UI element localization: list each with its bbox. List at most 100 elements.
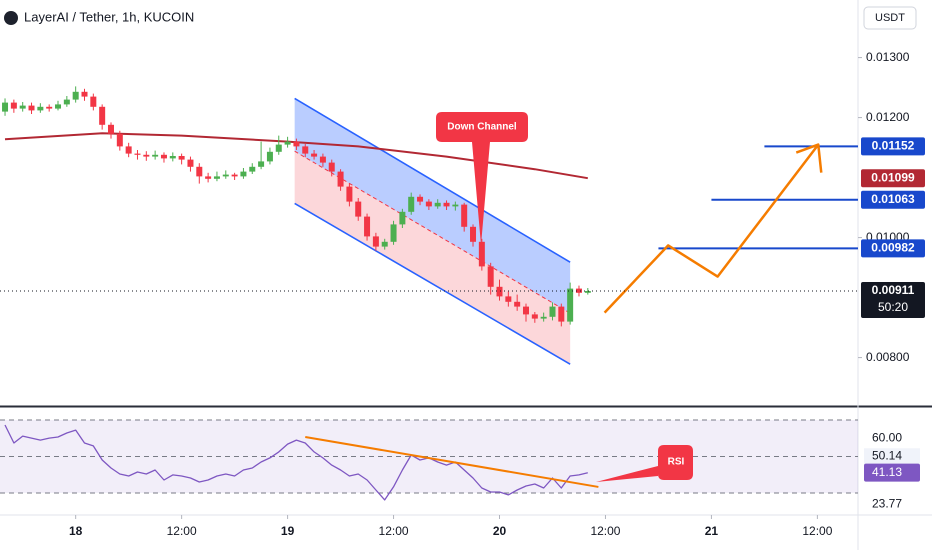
candle-body (249, 166, 256, 172)
y-tick-label: 0.00800 (866, 350, 910, 364)
candle-body (443, 202, 450, 207)
callout-text: RSI (668, 457, 685, 468)
x-tick-label: 18 (69, 524, 83, 538)
level-badge-box (861, 137, 925, 156)
candle-body (63, 99, 70, 105)
level-badge: 0.00982 (871, 241, 915, 255)
candle-body (275, 144, 282, 152)
candle-body (514, 301, 521, 307)
candle-body (293, 141, 300, 147)
candle-body (531, 314, 538, 319)
candle-body (169, 156, 176, 159)
candle-body (2, 102, 9, 112)
channel-lower (294, 202, 571, 365)
candle-body (487, 266, 494, 287)
candle-body (346, 186, 353, 202)
candle-body (37, 106, 44, 111)
x-tick-label: 12:00 (802, 524, 832, 538)
candle-body (125, 146, 132, 154)
candle-body (116, 133, 123, 147)
ma-badge-box (861, 169, 925, 188)
rsi-tick-label: 60.00 (872, 430, 902, 444)
candle-body (425, 201, 432, 207)
candle-body (266, 151, 273, 162)
candle-body (10, 102, 17, 109)
x-tick-label: 12:00 (167, 524, 197, 538)
candle-body (522, 306, 529, 315)
candle-body (55, 104, 62, 109)
level-badge-box (861, 239, 925, 258)
candle-body (107, 124, 114, 134)
candle-body (196, 166, 203, 177)
candle-body (584, 291, 591, 293)
symbol-title: LayerAI / Tether, 1h, KUCOIN (24, 9, 194, 24)
moving-average (4, 132, 588, 180)
level-badge: 0.01063 (871, 192, 915, 206)
candle-body (187, 159, 194, 167)
currency-label[interactable]: USDT (875, 12, 905, 24)
candle-body (81, 91, 88, 97)
candle-body (90, 96, 97, 107)
candle-body (505, 296, 512, 302)
candle-body (372, 236, 379, 247)
countdown: 50:20 (878, 300, 908, 314)
candle-body (28, 105, 35, 111)
candle-body (143, 154, 150, 157)
level-badge-box (861, 190, 925, 209)
symbol-logo (4, 11, 18, 25)
candle-body (152, 154, 159, 157)
candle-body (470, 226, 477, 242)
candle-body (284, 141, 291, 145)
currency-box[interactable] (863, 6, 917, 30)
candle-body (452, 204, 459, 207)
candle-body (205, 176, 212, 179)
candle-body (222, 174, 229, 177)
ma-badge: 0.01099 (871, 170, 915, 184)
candle-body (160, 154, 167, 159)
candle-body (496, 286, 503, 297)
y-tick-label: 0.01200 (866, 110, 910, 124)
candle-body (213, 176, 220, 179)
candle-body (99, 106, 106, 125)
rsi-line (4, 424, 588, 501)
rsi-trendline (305, 435, 599, 488)
candle-body (134, 153, 141, 155)
candle-body (311, 153, 318, 157)
candle-body (328, 162, 335, 172)
candle-body (417, 196, 424, 202)
level-badge: 0.01152 (872, 139, 915, 153)
candle-body (540, 316, 547, 319)
candle-body (478, 241, 485, 267)
rsi-tick-label: 23.77 (872, 496, 902, 510)
candle-body (240, 171, 247, 177)
candle-body (399, 211, 406, 225)
channel-upper (294, 97, 571, 263)
candle-body (46, 106, 53, 109)
x-tick-label: 12:00 (379, 524, 409, 538)
callout-text: Down Channel (447, 122, 517, 133)
candle-body (408, 196, 415, 212)
x-tick-label: 21 (705, 524, 719, 538)
last-price-box (861, 282, 925, 318)
channel-middle (294, 150, 571, 314)
projection-path (603, 143, 820, 314)
channel-upper-fill (294, 98, 571, 314)
candle-body (302, 146, 309, 154)
candle-body (558, 306, 565, 322)
plot-layer (0, 86, 858, 501)
rsi-ma-value: 50.14 (872, 448, 902, 462)
x-tick-label: 12:00 (590, 524, 620, 538)
y-tick-label: 0.01300 (866, 50, 910, 64)
x-tick-label: 20 (493, 524, 507, 538)
candle-body (390, 224, 397, 242)
x-tick-label: 19 (281, 524, 295, 538)
callout-down-channel (436, 112, 528, 245)
overlay-layer: LayerAI / Tether, 1h, KUCOIN USDT Down C… (4, 6, 925, 538)
candle-body (231, 174, 238, 177)
callout-rsi (596, 445, 693, 482)
candle-body (337, 171, 344, 187)
last-price: 0.00911 (872, 283, 915, 297)
candle-body (567, 288, 574, 322)
candle-body (434, 202, 441, 207)
